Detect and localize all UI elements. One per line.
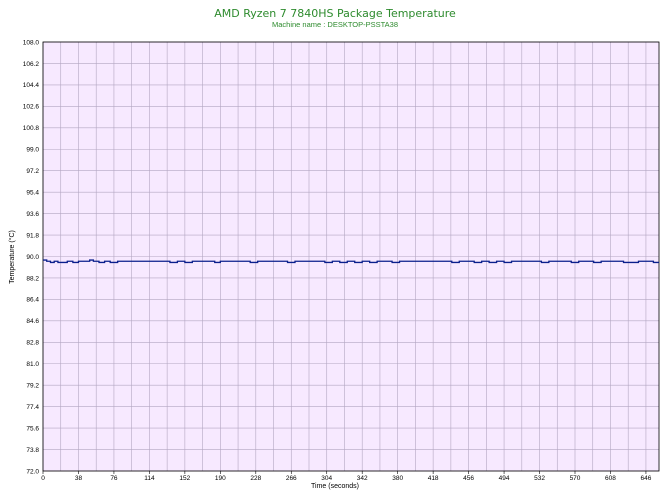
y-tick-label: 79.2 (26, 383, 39, 390)
chart-subtitle: Machine name : DESKTOP-PSSTA38 (272, 20, 398, 29)
x-axis-label: Time (seconds) (311, 483, 359, 490)
chart-title: AMD Ryzen 7 7840HS Package Temperature (214, 7, 456, 20)
x-tick-label: 608 (605, 475, 616, 482)
x-tick-label: 304 (321, 475, 332, 482)
x-tick-label: 380 (392, 475, 403, 482)
y-tick-label: 72.0 (26, 468, 39, 475)
x-axis-ticks: 0 38 76 114 152 190 228 266 304 342 380 418 456 494 53… (41, 471, 652, 482)
x-tick-label: 76 (110, 475, 118, 482)
y-tick-label: 88.2 (26, 275, 39, 282)
x-tick-label: 228 (250, 475, 261, 482)
y-tick-label: 104.4 (23, 82, 40, 89)
x-tick-label: 342 (357, 475, 368, 482)
x-tick-label: 570 (570, 475, 581, 482)
y-tick-label: 75.6 (26, 425, 39, 432)
y-axis-ticks: 108.0 106.2 104.4 102.6 100.8 99.0 97.2 95.4 93.… (23, 39, 40, 475)
y-tick-label: 100.8 (23, 125, 40, 132)
y-tick-label: 108.0 (23, 39, 40, 46)
y-tick-label: 84.6 (26, 318, 39, 325)
x-tick-label: 494 (499, 475, 510, 482)
x-tick-label: 152 (179, 475, 190, 482)
x-tick-label: 456 (463, 475, 474, 482)
y-tick-label: 90.0 (26, 254, 39, 261)
x-tick-label: 114 (144, 475, 155, 482)
plot-border (42, 41, 660, 472)
y-tick-label: 82.8 (26, 340, 39, 347)
x-tick-label: 266 (286, 475, 297, 482)
y-tick-label: 106.2 (23, 61, 40, 68)
y-tick-label: 91.8 (26, 232, 39, 239)
y-tick-label: 77.4 (26, 404, 39, 411)
y-tick-label: 86.4 (26, 297, 39, 304)
x-tick-label: 190 (215, 475, 226, 482)
y-tick-label: 93.6 (26, 211, 39, 218)
y-tick-label: 102.6 (23, 104, 40, 111)
y-tick-label: 97.2 (26, 168, 39, 175)
x-tick-label: 0 (41, 475, 45, 482)
grid-lines (42, 41, 659, 472)
y-tick-label: 73.8 (26, 447, 39, 454)
x-tick-label: 532 (534, 475, 545, 482)
x-tick-label: 418 (428, 475, 439, 482)
y-axis-label: Temperature (°C) (8, 230, 16, 284)
y-tick-label: 95.4 (26, 189, 39, 196)
x-tick-label: 38 (75, 475, 83, 482)
x-tick-label: 646 (641, 475, 652, 482)
temperature-series-line (43, 259, 659, 264)
y-tick-label: 99.0 (26, 147, 39, 154)
y-tick-label: 81.0 (26, 361, 39, 368)
